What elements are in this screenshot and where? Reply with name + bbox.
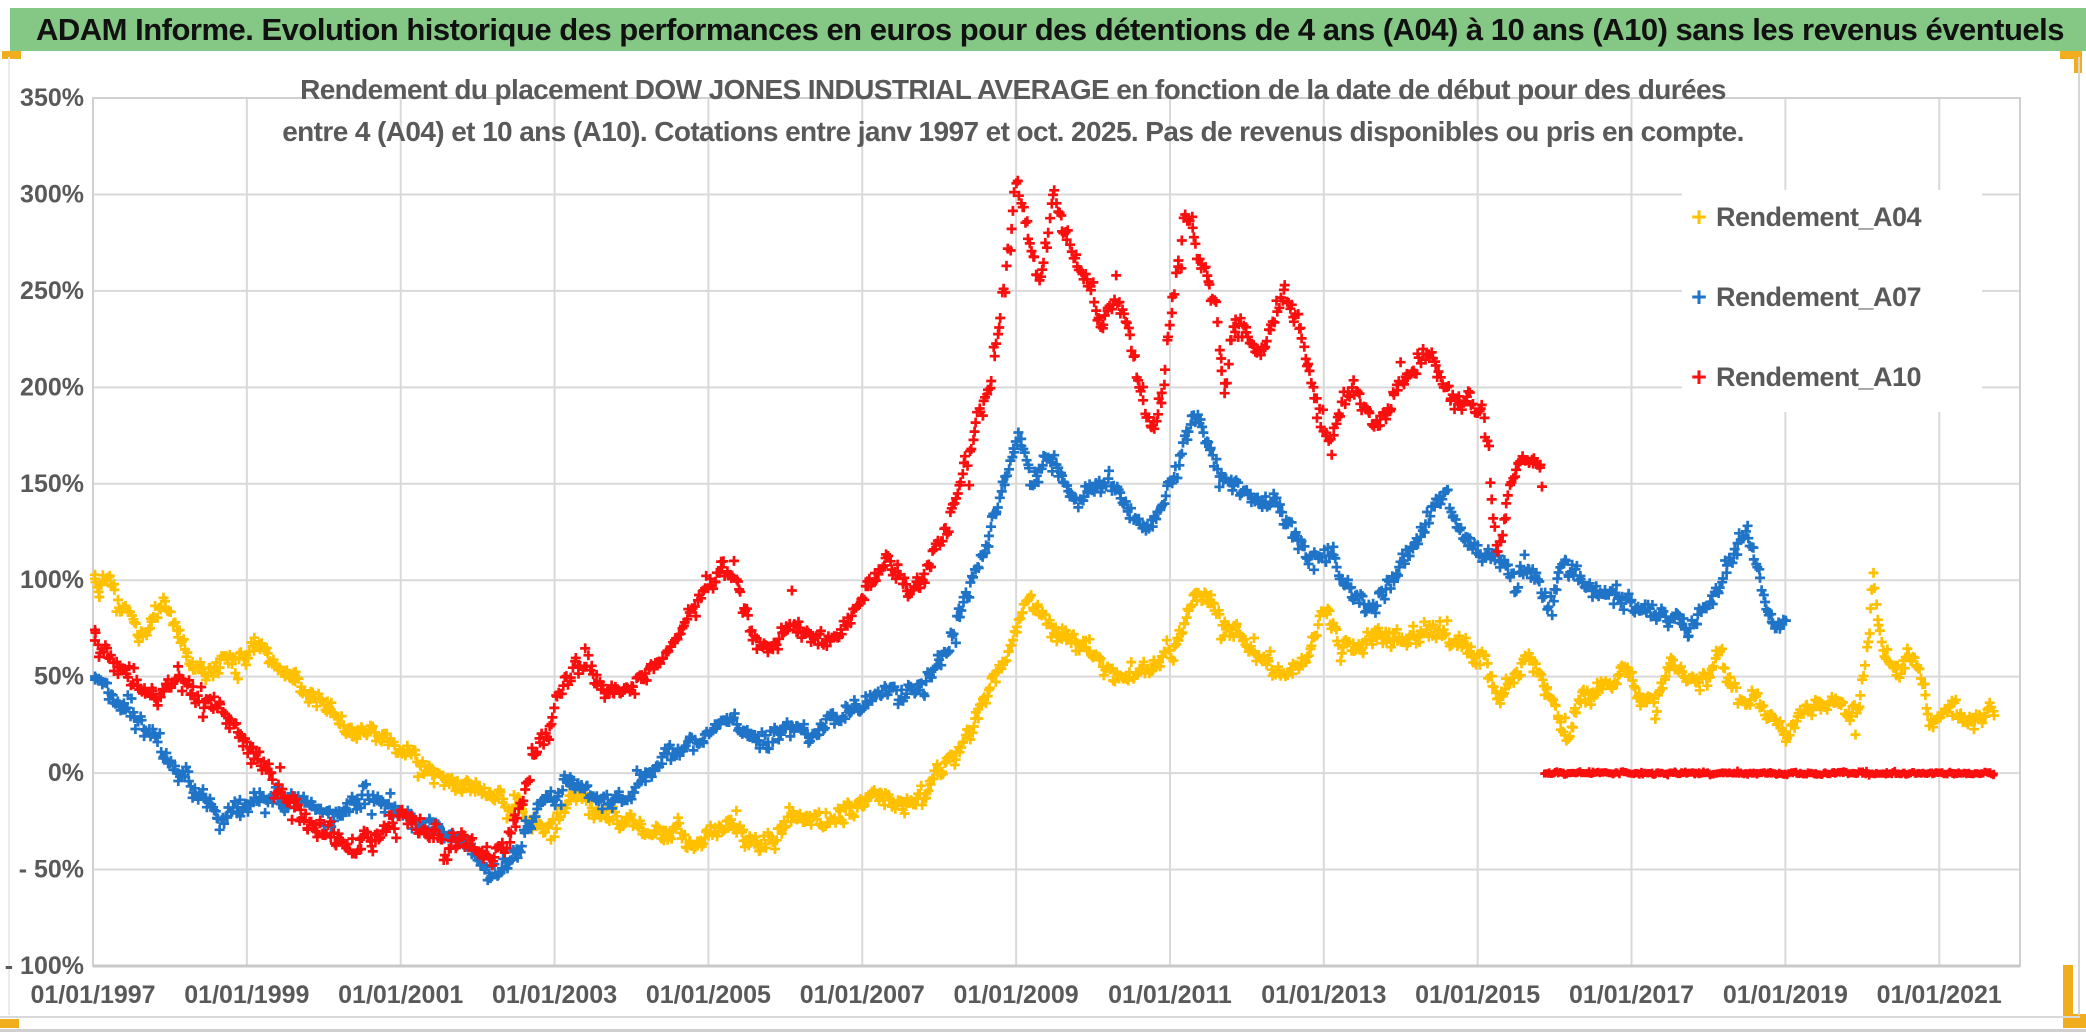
header-bar: ADAM Informe. Evolution historique des p… <box>10 8 2086 51</box>
x-tick-label: 01/01/2007 <box>800 981 925 1009</box>
gold-accent-top-left <box>2 51 21 59</box>
chart-title-line1: Rendement du placement DOW JONES INDUSTR… <box>300 74 1726 105</box>
legend-item-a07[interactable]: + Rendement_A07 <box>1682 270 1982 324</box>
x-tick-label: 01/01/2017 <box>1569 981 1694 1009</box>
x-tick-label: 01/01/2021 <box>1877 981 2002 1009</box>
x-tick-label: 01/01/2001 <box>338 981 463 1009</box>
gold-accent-bottom-left <box>0 1019 19 1028</box>
y-tick-label: 100% <box>20 566 84 594</box>
plus-marker-icon: + <box>1691 281 1707 312</box>
series-Rendement_A07 <box>90 409 1791 886</box>
x-tick-label: 01/01/2003 <box>492 981 617 1009</box>
plus-marker-icon: + <box>1691 201 1707 232</box>
y-tick-label: - 100% <box>5 952 84 980</box>
y-tick-label: 50% <box>34 663 84 691</box>
y-tick-label: - 50% <box>19 856 84 884</box>
legend-label: Rendement_A07 <box>1716 281 1922 312</box>
x-tick-label: 01/01/1999 <box>184 981 309 1009</box>
legend-item-a10[interactable]: + Rendement_A10 <box>1682 350 1982 404</box>
y-tick-label: 200% <box>20 373 84 401</box>
legend-label: Rendement_A10 <box>1716 361 1922 392</box>
y-tick-label: 300% <box>20 180 84 208</box>
x-tick-label: 01/01/2009 <box>954 981 1079 1009</box>
header-title: ADAM Informe. Evolution historique des p… <box>36 11 2065 47</box>
chart-legend: + Rendement_A04 + Rendement_A07 + Rendem… <box>1682 190 1982 412</box>
y-tick-label: 350% <box>20 84 84 112</box>
x-tick-label: 01/01/2011 <box>1108 981 1232 1009</box>
series-Rendement_A04 <box>90 567 2000 857</box>
y-tick-label: 250% <box>20 277 84 305</box>
plus-marker-icon: + <box>1691 361 1707 392</box>
x-tick-label: 01/01/1997 <box>30 981 155 1009</box>
x-tick-label: 01/01/2019 <box>1723 981 1848 1009</box>
y-tick-label: 0% <box>48 759 84 787</box>
x-tick-label: 01/01/2005 <box>646 981 771 1009</box>
series-Rendement_A10_zero_placeholder <box>1540 766 1998 780</box>
x-tick-label: 01/01/2013 <box>1261 981 1386 1009</box>
gold-accent-top-right <box>2060 51 2082 59</box>
legend-item-a04[interactable]: + Rendement_A04 <box>1682 190 1982 244</box>
x-tick-label: 01/01/2015 <box>1415 981 1540 1009</box>
legend-label: Rendement_A04 <box>1716 201 1922 232</box>
frame-line-bottom <box>0 1016 2080 1018</box>
bottom-edge-strip <box>0 1029 2086 1032</box>
y-tick-label: 150% <box>20 470 84 498</box>
chart-title-line2: entre 4 (A04) et 10 ans (A10). Cotations… <box>282 116 1744 147</box>
frame-line-right <box>2078 57 2080 1015</box>
frame-line-left <box>8 57 10 1015</box>
series-Rendement_A10 <box>90 175 1547 871</box>
gold-accent-bottom-right-corner <box>2063 965 2073 1028</box>
